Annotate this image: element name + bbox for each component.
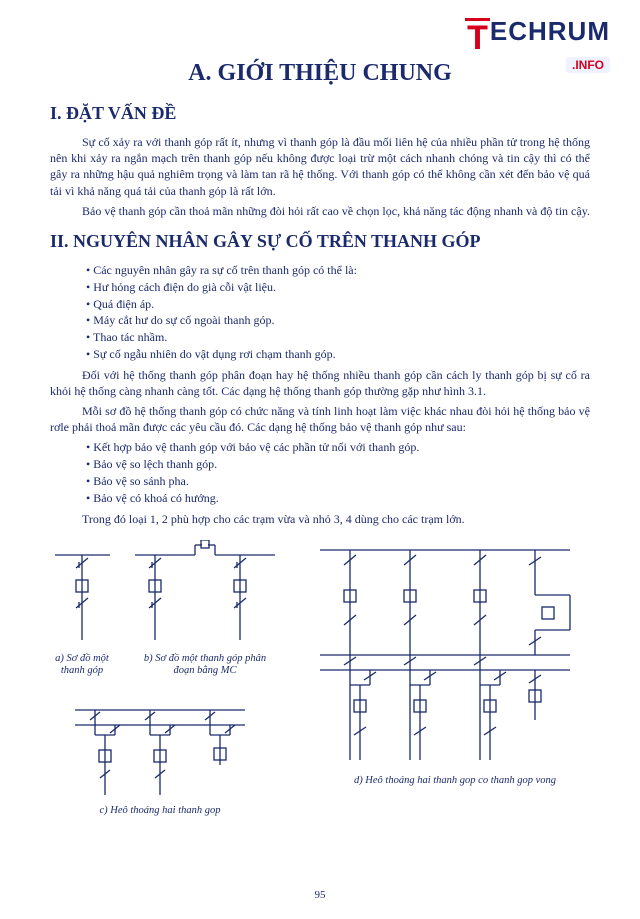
methods-list: Kết hợp bảo vệ thanh góp với bảo vệ các … xyxy=(98,439,590,506)
diagram-c xyxy=(70,700,260,810)
logo-rest: ECHRUM xyxy=(490,18,610,44)
diagram-b xyxy=(130,540,280,650)
diagram-d xyxy=(310,535,590,775)
logo: TECHRUM .INFO xyxy=(465,18,610,73)
section1-p1: Sự cố xảy ra với thanh góp rất ít, nhưng… xyxy=(50,134,590,199)
diagrams: a) Sơ đồ một thanh góp b) Sơ đồ một than… xyxy=(50,535,590,825)
caption-b: b) Sơ đồ một thanh góp phân đoạn bằng MC xyxy=(135,653,275,678)
caption-d: d) Heô thoáng hai thanh gop co thanh gop… xyxy=(335,775,575,788)
list-item: Sự cố ngẫu nhiên do vật dụng rơi chạm th… xyxy=(98,346,590,363)
section2-p5: Trong đó loại 1, 2 phù hợp cho các trạm … xyxy=(50,511,590,527)
caption-c: c) Heô thoáng hai thanh gop xyxy=(90,805,230,818)
page-number: 95 xyxy=(0,889,640,901)
list-item: Máy cắt hư do sự cố ngoài thanh góp. xyxy=(98,312,590,329)
list-item: Bảo vệ so sánh pha. xyxy=(98,473,590,490)
section2-heading: II. NGUYÊN NHÂN GÂY SỰ CỐ TRÊN THANH GÓP xyxy=(50,231,590,252)
list-item: Bảo vệ có khoá có hướng. xyxy=(98,490,590,507)
caption-a: a) Sơ đồ một thanh góp xyxy=(42,653,122,678)
section1-heading: I. ĐẶT VẤN ĐỀ xyxy=(50,103,590,124)
logo-info: .INFO xyxy=(566,57,610,73)
list-item: Thao tác nhầm. xyxy=(98,329,590,346)
logo-t: T xyxy=(465,18,490,55)
list-item: Bảo vệ so lệch thanh góp. xyxy=(98,456,590,473)
list-item: Hư hỏng cách điện do già cỗi vật liệu. xyxy=(98,279,590,296)
list-item: Kết hợp bảo vệ thanh góp với bảo vệ các … xyxy=(98,439,590,456)
section2-p3: Đối với hệ thống thanh góp phân đoạn hay… xyxy=(50,367,590,399)
section2-p4: Mỗi sơ đồ hệ thống thanh góp có chức năn… xyxy=(50,403,590,435)
list-item: Các nguyên nhân gây ra sự cố trên thanh … xyxy=(98,262,590,279)
list-item: Quá điện áp. xyxy=(98,296,590,313)
intro-list: Các nguyên nhân gây ra sự cố trên thanh … xyxy=(98,262,590,363)
section1-p2: Bảo vệ thanh góp cần thoả mãn những đòi … xyxy=(50,203,590,219)
diagram-a xyxy=(50,540,120,650)
